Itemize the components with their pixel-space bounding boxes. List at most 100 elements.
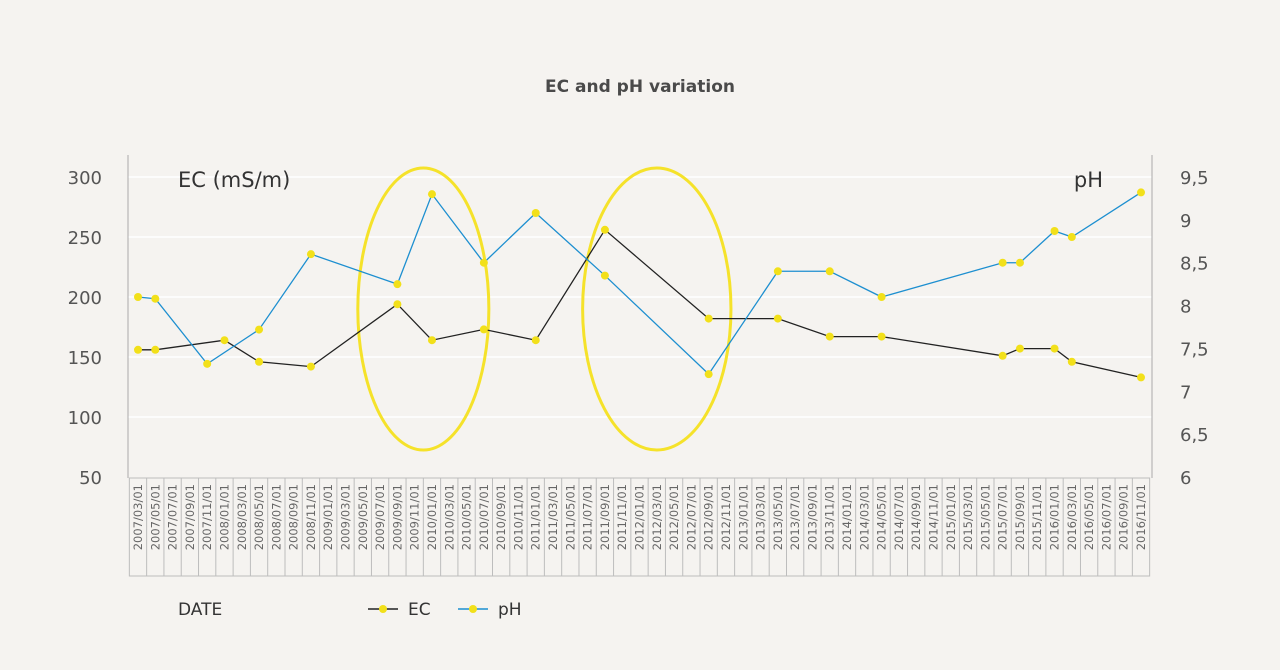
- date-tick-label: 2012/11/01: [719, 484, 733, 550]
- data-point-ph: [255, 325, 264, 334]
- data-point-ph: [998, 258, 1007, 267]
- date-tick-label: 2010/07/01: [477, 484, 491, 550]
- data-point-ec: [393, 300, 402, 309]
- data-point-ec: [220, 336, 229, 345]
- data-point-ec: [877, 332, 886, 341]
- data-point-ph: [825, 267, 834, 276]
- data-point-ph: [393, 280, 402, 289]
- data-point-ph: [531, 209, 540, 217]
- data-point-ph: [877, 293, 886, 301]
- date-axis-table: 2007/03/01 2007/05/01 2007/07/01 2007/09/01…: [128, 477, 1151, 577]
- date-tick-label: 2007/03/01: [131, 484, 145, 550]
- legend-ph-label: pH: [498, 600, 522, 620]
- date-tick-label: 2008/03/01: [235, 484, 249, 550]
- date-tick-label: 2015/09/01: [1013, 484, 1027, 550]
- date-tick-label: 2010/09/01: [494, 484, 508, 550]
- date-tick-label: 2013/11/01: [823, 484, 837, 550]
- legend-item-ec: EC: [368, 600, 431, 620]
- right-tick-label: 9: [1180, 211, 1191, 232]
- highlight-ellipses: [356, 166, 733, 452]
- gridlines: [128, 176, 1152, 418]
- date-tick-label: 2010/01/01: [425, 484, 439, 550]
- date-tick-label: 2016/01/01: [1048, 484, 1062, 550]
- date-table-frame: [128, 477, 1151, 577]
- data-point-ec: [531, 336, 540, 345]
- data-point-ec: [479, 325, 488, 334]
- legend-ec-marker: [379, 605, 387, 613]
- data-point-ph: [151, 294, 160, 303]
- date-tick-label: 2008/05/01: [252, 484, 266, 550]
- data-point-ec: [1050, 344, 1059, 353]
- data-point-ec: [1137, 373, 1145, 382]
- date-tick-label: 2010/05/01: [460, 484, 474, 550]
- data-point-ph: [427, 190, 436, 199]
- data-point-ec: [600, 225, 609, 234]
- date-tick-label: 2008/11/01: [304, 484, 318, 550]
- date-tick-label: 2012/03/01: [650, 484, 664, 550]
- date-tick-label: 2008/07/01: [269, 484, 283, 550]
- data-point-ec: [998, 351, 1007, 360]
- date-tick-label: 2011/03/01: [546, 484, 560, 550]
- legend: EC pH: [368, 600, 522, 620]
- data-point-ph: [479, 258, 488, 267]
- data-point-ec: [1067, 357, 1076, 366]
- date-tick-label: 2013/05/01: [771, 484, 785, 550]
- x-axis-label: DATE: [178, 600, 222, 620]
- date-tick-label: 2016/03/01: [1065, 484, 1079, 550]
- date-tick-label: 2011/11/01: [615, 484, 629, 550]
- date-tick-label: 2008/09/01: [287, 484, 301, 550]
- highlight-ellipse: [356, 166, 491, 452]
- date-tick-label: 2010/11/01: [511, 484, 525, 550]
- series-ec: [134, 225, 1145, 382]
- data-point-ec: [306, 362, 315, 371]
- date-tick-label: 2007/09/01: [183, 484, 197, 550]
- data-point-ec: [773, 314, 782, 323]
- right-tick-label: 6,5: [1180, 425, 1209, 446]
- right-tick-label: 8: [1180, 297, 1191, 318]
- data-point-ec: [1015, 344, 1024, 353]
- left-tick-label: 250: [68, 228, 102, 249]
- data-point-ec: [255, 357, 264, 366]
- date-tick-label: 2013/03/01: [754, 484, 768, 550]
- left-axis-ticks: 50 100 150 200 250 300: [68, 168, 102, 489]
- right-axis-ticks: 6 6,5 7 7,5 8 8,5 9 9,5: [1180, 168, 1209, 489]
- data-point-ph: [203, 359, 212, 368]
- series-line-ph: [137, 191, 1142, 376]
- date-tick-label: 2011/09/01: [598, 484, 612, 550]
- date-tick-label: 2012/07/01: [684, 484, 698, 550]
- legend-ec-label: EC: [408, 600, 431, 620]
- date-tick-label: 2016/07/01: [1099, 484, 1113, 550]
- date-tick-label: 2014/11/01: [926, 484, 940, 550]
- date-tick-label: 2014/07/01: [892, 484, 906, 550]
- date-tick-label: 2014/09/01: [909, 484, 923, 550]
- date-tick-label: 2010/03/01: [442, 484, 456, 550]
- left-tick-label: 150: [68, 348, 102, 369]
- date-tick-label: 2009/09/01: [390, 484, 404, 550]
- date-tick-label: 2014/01/01: [840, 484, 854, 550]
- date-tick-label: 2007/11/01: [200, 484, 214, 550]
- date-tick-label: 2013/09/01: [805, 484, 819, 550]
- date-tick-label: 2012/01/01: [633, 484, 647, 550]
- date-tick-label: 2015/05/01: [978, 484, 992, 550]
- date-tick-label: 2011/07/01: [581, 484, 595, 550]
- highlight-ellipse: [581, 166, 733, 452]
- date-tick-label: 2009/01/01: [321, 484, 335, 550]
- right-tick-label: 9,5: [1180, 168, 1209, 189]
- left-tick-label: 50: [79, 468, 102, 489]
- date-tick-label: 2009/03/01: [339, 484, 353, 550]
- date-tick-label: 2007/05/01: [148, 484, 162, 550]
- date-tick-label: 2015/03/01: [961, 484, 975, 550]
- left-tick-label: 300: [68, 168, 102, 189]
- data-point-ph: [1067, 233, 1076, 241]
- date-tick-label: 2012/05/01: [667, 484, 681, 550]
- data-point-ph: [1050, 227, 1059, 235]
- series-line-ec: [138, 228, 1142, 379]
- date-tick-label: 2009/05/01: [356, 484, 370, 550]
- date-tick-label: 2014/05/01: [875, 484, 889, 550]
- date-tick-label: 2015/07/01: [996, 484, 1010, 550]
- data-point-ec: [427, 336, 436, 345]
- date-tick-label: 2013/07/01: [788, 484, 802, 550]
- date-tick-label: 2016/09/01: [1117, 484, 1131, 550]
- right-tick-label: 7,5: [1180, 339, 1209, 360]
